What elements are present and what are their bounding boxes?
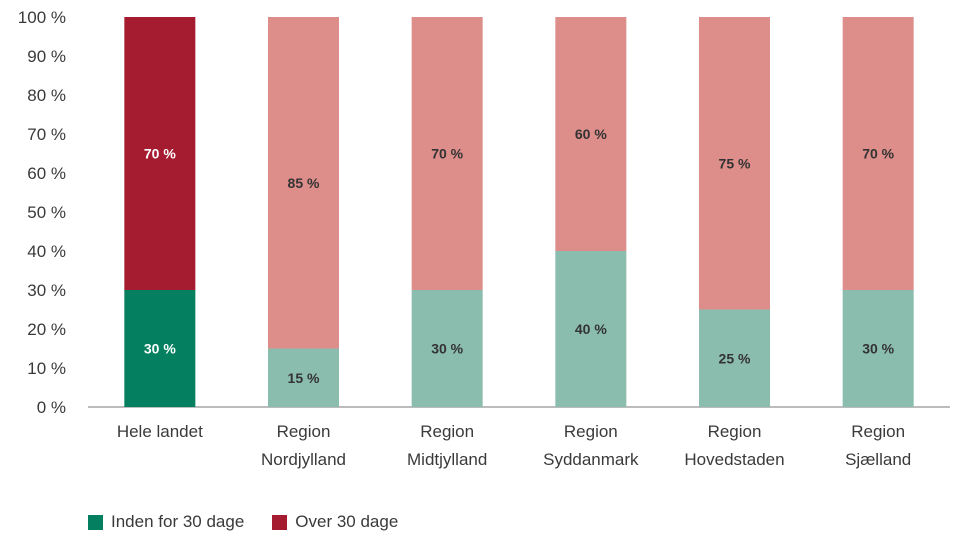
x-category-label: Region — [708, 422, 762, 441]
x-category-label: Hele landet — [117, 422, 203, 441]
x-category-label: Region — [564, 422, 618, 441]
bars: 30 % 70 % 15 % 85 % 30 % 70 % 40 % 60 % 25 % 75 %… — [124, 17, 914, 407]
legend-label-inden: Inden for 30 dage — [111, 512, 245, 531]
x-category-label: Sjælland — [845, 450, 911, 469]
y-tick-label: 30 % — [27, 281, 66, 300]
y-tick-label: 0 % — [37, 398, 66, 417]
data-label: 70 % — [144, 146, 176, 162]
legend-swatch-inden — [88, 514, 103, 530]
bar-segment-inden — [124, 290, 196, 407]
bar-segment-over — [555, 17, 627, 251]
y-tick-label: 40 % — [27, 242, 66, 261]
stacked-bar-chart: 0 % 10 % 20 % 30 % 40 % 50 % 60 % 70 % 80 % 90 % 1… — [18, 8, 950, 469]
data-label: 70 % — [431, 146, 463, 162]
data-label: 30 % — [144, 341, 176, 357]
x-category-label: Midtjylland — [407, 450, 487, 469]
y-tick-label: 50 % — [27, 203, 66, 222]
legend-label-over: Over 30 dage — [295, 512, 399, 531]
x-category-label: Syddanmark — [543, 450, 639, 469]
data-label: 30 % — [431, 341, 463, 357]
legend-item-over-30-dage: Over 30 dage — [272, 512, 398, 532]
data-label: 40 % — [575, 321, 607, 337]
y-tick-label: 60 % — [27, 164, 66, 183]
y-tick-label: 100 % — [18, 8, 66, 27]
legend-swatch-over — [272, 514, 288, 530]
y-tick-label: 20 % — [27, 320, 66, 339]
data-label: 30 % — [862, 341, 894, 357]
x-category-label: Nordjylland — [261, 450, 346, 469]
y-tick-label: 80 % — [27, 86, 66, 105]
x-category-label: Region — [277, 422, 331, 441]
y-tick-label: 90 % — [27, 47, 66, 66]
x-category-label: Region — [851, 422, 905, 441]
x-axis-categories: Hele landet Region Nordjylland Region Midtjy… — [117, 422, 911, 469]
bar-segment-inden — [411, 290, 483, 407]
data-label: 60 % — [575, 126, 607, 142]
bar-segment-inden — [842, 290, 914, 407]
bar-segment-over — [411, 17, 483, 290]
x-category-label: Hovedstaden — [684, 450, 784, 469]
legend-item-inden-for-30-dage: Inden for 30 dage — [88, 512, 244, 532]
bar-segment-over — [699, 17, 770, 310]
bar-segment-over — [842, 17, 914, 290]
data-label: 15 % — [288, 370, 320, 386]
bar-segment-inden — [555, 251, 627, 407]
data-label: 75 % — [719, 155, 751, 171]
legend: Inden for 30 dage Over 30 dage — [88, 512, 398, 532]
data-label: 70 % — [862, 146, 894, 162]
y-axis: 0 % 10 % 20 % 30 % 40 % 50 % 60 % 70 % 80 % 90 % 1… — [18, 8, 66, 417]
data-label: 25 % — [719, 350, 751, 366]
y-tick-label: 10 % — [27, 359, 66, 378]
bar-segment-inden — [268, 348, 339, 407]
data-label: 85 % — [288, 175, 320, 191]
bar-segment-over — [124, 17, 196, 290]
y-tick-label: 70 % — [27, 125, 66, 144]
bar-segment-over — [268, 17, 339, 349]
bar-segment-inden — [699, 309, 770, 407]
x-category-label: Region — [420, 422, 474, 441]
